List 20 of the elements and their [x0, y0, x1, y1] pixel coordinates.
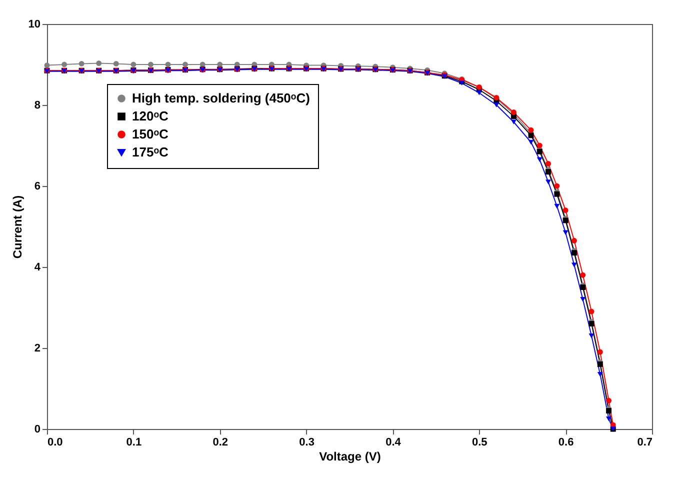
- y-tick-label: 2: [34, 342, 40, 354]
- y-tick-label: 8: [34, 100, 40, 112]
- legend-label: High temp. soldering (450ᵒC): [132, 90, 310, 106]
- x-tick-label: 0.3: [299, 436, 314, 448]
- legend-label: 120ᵒC: [132, 108, 170, 124]
- legend-label: 175ᵒC: [132, 144, 170, 160]
- x-tick-label: 0.7: [637, 436, 652, 448]
- x-tick-label: 0.6: [558, 436, 574, 448]
- y-tick-label: 4: [34, 262, 42, 274]
- y-axis-title: Current (A): [10, 195, 24, 259]
- x-axis-title: Voltage (V): [319, 450, 381, 464]
- y-tick-label: 0: [34, 424, 40, 436]
- y-tick-label: 10: [28, 18, 40, 30]
- y-tick-label: 6: [34, 180, 40, 192]
- x-tick-label: 0.2: [212, 436, 228, 448]
- legend-label: 150ᵒC: [132, 126, 170, 142]
- x-tick-label: 0.1: [126, 436, 142, 448]
- x-tick-label: 0.0: [48, 436, 63, 448]
- x-tick-label: 0.5: [472, 436, 488, 448]
- x-tick-label: 0.4: [386, 436, 402, 448]
